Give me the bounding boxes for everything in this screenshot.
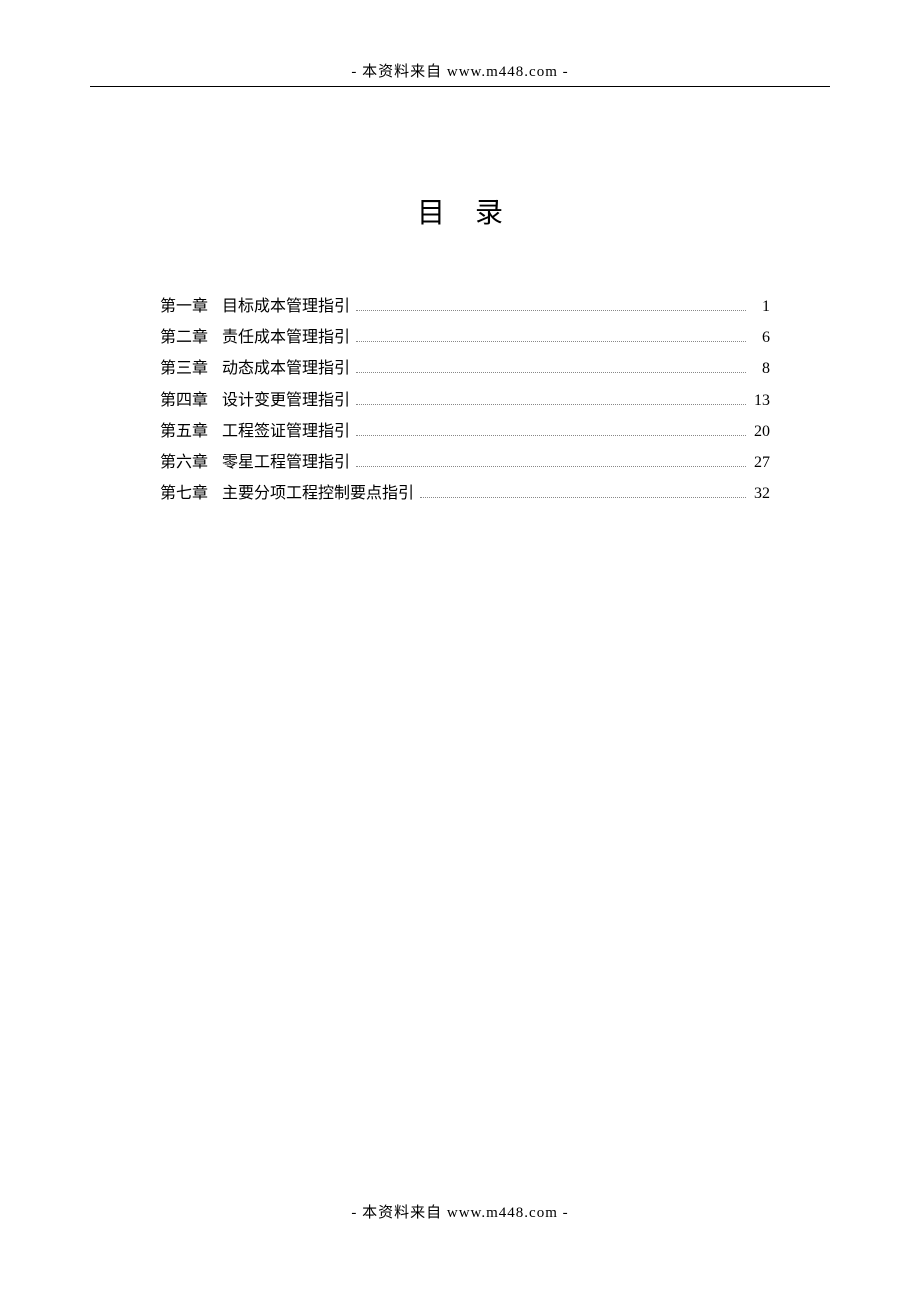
toc-chapter-label: 第五章 — [160, 416, 208, 447]
toc-leader-dots — [356, 372, 746, 373]
toc-page-number: 6 — [750, 322, 770, 353]
table-of-contents: 第一章 目标成本管理指引 1 第二章 责任成本管理指引 6 第三章 动态成本管理… — [90, 291, 830, 509]
page-header: - 本资料来自 www.m448.com - — [90, 60, 830, 81]
toc-entry: 第六章 零星工程管理指引 27 — [160, 447, 770, 478]
page-footer: - 本资料来自 www.m448.com - — [0, 1201, 920, 1222]
toc-entry: 第七章 主要分项工程控制要点指引 32 — [160, 478, 770, 509]
toc-leader-dots — [356, 466, 746, 467]
toc-chapter-label: 第一章 — [160, 291, 208, 322]
toc-page-number: 13 — [750, 385, 770, 416]
toc-page-number: 8 — [750, 353, 770, 384]
toc-leader-dots — [356, 310, 746, 311]
toc-chapter-label: 第三章 — [160, 353, 208, 384]
toc-chapter-label: 第四章 — [160, 385, 208, 416]
toc-chapter-label: 第六章 — [160, 447, 208, 478]
document-page: - 本资料来自 www.m448.com - 目录 第一章 目标成本管理指引 1… — [0, 0, 920, 1302]
toc-page-number: 27 — [750, 447, 770, 478]
toc-entry-title: 动态成本管理指引 — [222, 353, 350, 384]
toc-entry: 第五章 工程签证管理指引 20 — [160, 416, 770, 447]
toc-leader-dots — [356, 341, 746, 342]
toc-entry-title: 零星工程管理指引 — [222, 447, 350, 478]
toc-entry-title: 设计变更管理指引 — [222, 385, 350, 416]
toc-entry-title: 工程签证管理指引 — [222, 416, 350, 447]
toc-entry: 第二章 责任成本管理指引 6 — [160, 322, 770, 353]
toc-entry: 第一章 目标成本管理指引 1 — [160, 291, 770, 322]
toc-page-number: 32 — [750, 478, 770, 509]
toc-title: 目录 — [90, 191, 830, 231]
toc-entry-title: 责任成本管理指引 — [222, 322, 350, 353]
toc-leader-dots — [420, 497, 746, 498]
toc-entry-title: 目标成本管理指引 — [222, 291, 350, 322]
toc-entry-title: 主要分项工程控制要点指引 — [222, 478, 414, 509]
toc-page-number: 1 — [750, 291, 770, 322]
toc-entry: 第三章 动态成本管理指引 8 — [160, 353, 770, 384]
toc-entry: 第四章 设计变更管理指引 13 — [160, 385, 770, 416]
toc-leader-dots — [356, 435, 746, 436]
toc-page-number: 20 — [750, 416, 770, 447]
header-rule — [90, 86, 830, 87]
toc-chapter-label: 第二章 — [160, 322, 208, 353]
toc-leader-dots — [356, 404, 746, 405]
toc-chapter-label: 第七章 — [160, 478, 208, 509]
